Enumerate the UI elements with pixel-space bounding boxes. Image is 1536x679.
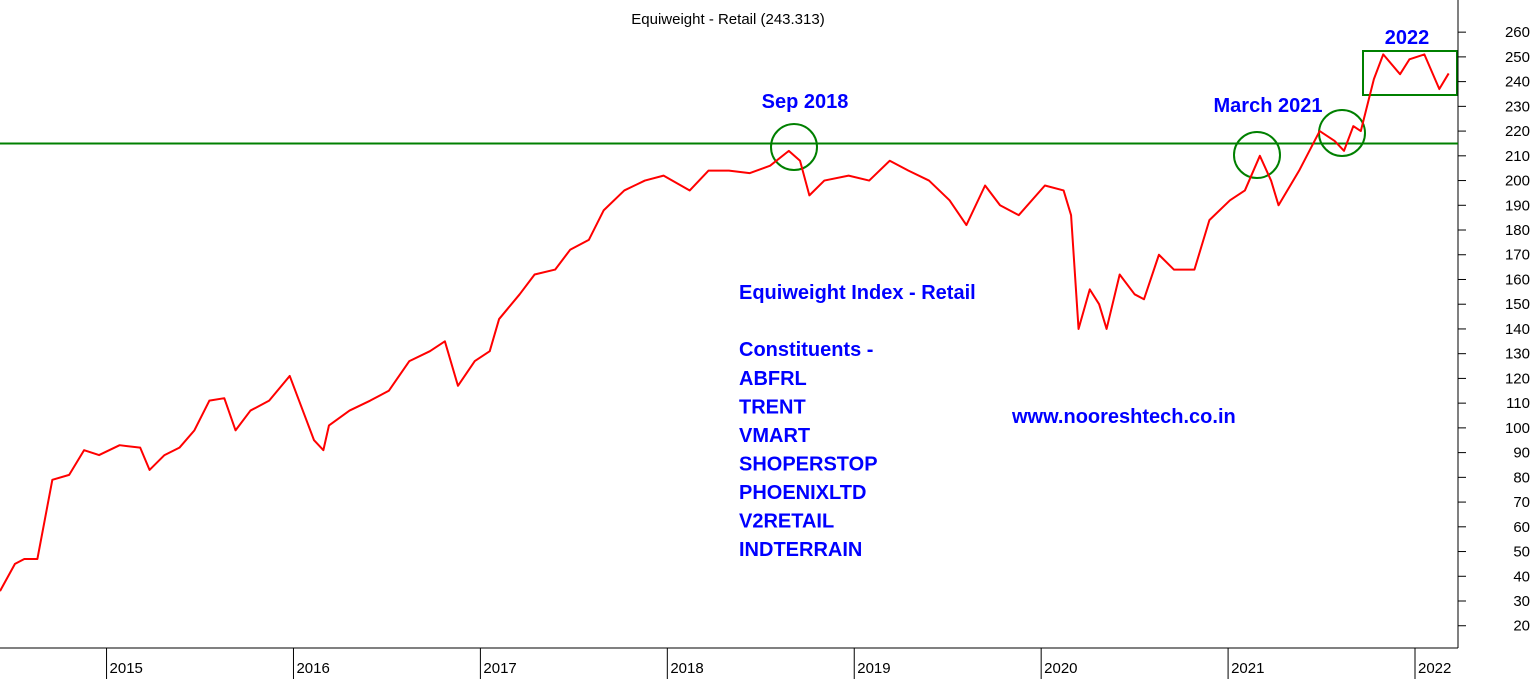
y-tick-label: 70 [1513, 494, 1530, 511]
data-line [0, 53, 1450, 592]
constituents-heading: Constituents - [739, 339, 873, 361]
x-tick-label: 2015 [110, 660, 143, 677]
y-tick-label: 260 [1505, 24, 1530, 41]
y-tick-label: 130 [1505, 346, 1530, 363]
y-tick-label: 190 [1505, 197, 1530, 214]
constituent: VMART [739, 425, 810, 447]
constituent: ABFRL [739, 368, 807, 390]
y-tick-label: 170 [1505, 247, 1530, 264]
highlight-circle [770, 123, 818, 171]
y-tick-label: 120 [1505, 370, 1530, 387]
annotation: March 2021 [1214, 95, 1323, 117]
x-tick-label: 2018 [670, 660, 703, 677]
constituent: INDTERRAIN [739, 539, 862, 561]
constituents: ABFRL TRENT VMART SHOPERSTOP PHOENIXLTD V2RET… [739, 368, 878, 561]
constituent: V2RETAIL [739, 511, 834, 533]
y-tick-label: 100 [1505, 420, 1530, 437]
y-tick-label: 110 [1506, 395, 1530, 412]
y-tick-label: 250 [1505, 49, 1530, 66]
x-tick-label: 2016 [296, 660, 329, 677]
y-tick-label: 150 [1505, 296, 1530, 313]
y-tick-label: 20 [1513, 618, 1530, 635]
chart-title: Equiweight - Retail (243.313) [631, 11, 824, 28]
y-tick-label: 50 [1513, 544, 1530, 561]
y-tick-label: 40 [1513, 568, 1530, 585]
x-tick-label: 2022 [1418, 660, 1451, 677]
y-tick-label: 30 [1513, 593, 1530, 610]
x-tick-label: 2017 [483, 660, 516, 677]
y-tick-label: 230 [1505, 98, 1530, 115]
y-tick-label: 200 [1505, 173, 1530, 190]
constituent: TRENT [739, 397, 806, 419]
highlight-circle [1233, 131, 1281, 179]
y-tick-label: 210 [1505, 148, 1530, 165]
annotation: Sep 2018 [762, 91, 849, 113]
y-tick-label: 140 [1505, 321, 1530, 338]
annotation: www.nooreshtech.co.in [1011, 406, 1236, 428]
highlight-box [1362, 50, 1458, 96]
y-tick-label: 220 [1505, 123, 1530, 140]
y-tick-label: 160 [1505, 271, 1530, 288]
y-tick-label: 90 [1513, 445, 1530, 462]
y-tick-label: 80 [1513, 469, 1530, 486]
x-tick-label: 2020 [1044, 660, 1077, 677]
x-tick-label: 2019 [857, 660, 890, 677]
constituent: PHOENIXLTD [739, 482, 866, 504]
y-tick-label: 240 [1505, 74, 1530, 91]
annotation: 2022 [1385, 27, 1430, 49]
y-tick-label: 60 [1513, 519, 1530, 536]
y-tick-label: 180 [1505, 222, 1530, 239]
constituent: SHOPERSTOP [739, 454, 878, 476]
x-tick-label: 2021 [1231, 660, 1264, 677]
annotation: Equiweight Index - Retail [739, 282, 976, 304]
